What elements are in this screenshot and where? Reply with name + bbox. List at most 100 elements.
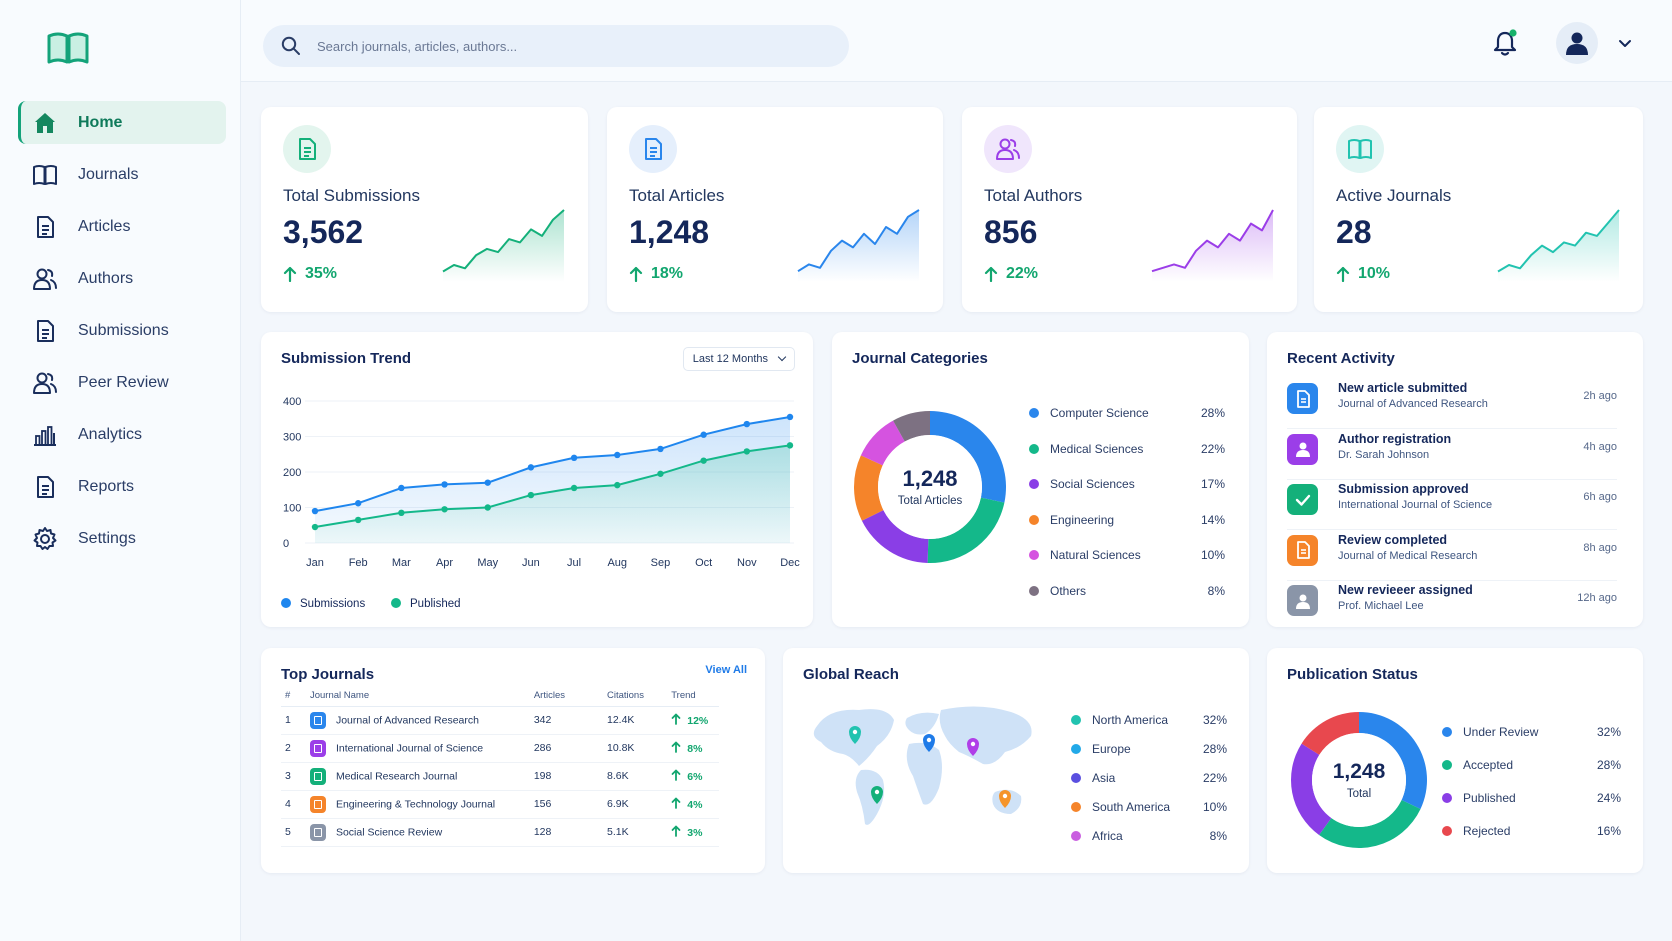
legend-item-computer-science: Computer Science	[1029, 406, 1149, 420]
sidebar-item-journals[interactable]: Journals	[18, 153, 226, 196]
legend-label: Computer Science	[1050, 406, 1149, 420]
submission-trend-chart: 0 100 200 300 400 Jan Feb Mar Apr May Jun Jul Aug Sep…	[281, 396, 800, 610]
legend-item-asia: Asia	[1071, 771, 1115, 785]
citations-count: 6.9K	[606, 790, 672, 819]
data-point-submissions[interactable]	[354, 500, 362, 507]
sidebar-item-reports[interactable]: Reports	[18, 465, 226, 508]
users-icon	[32, 266, 58, 292]
table-row[interactable]: 4 Engineering & Technology Journal 156 6…	[281, 790, 719, 819]
journal-categories-title: Journal Categories	[852, 350, 988, 367]
legend-dot	[1071, 802, 1081, 812]
data-point-published[interactable]	[570, 484, 578, 492]
stat-change-value: 10%	[1358, 265, 1391, 282]
data-point-published[interactable]	[614, 481, 621, 489]
data-point-submissions[interactable]	[527, 464, 535, 471]
data-point-submissions[interactable]	[570, 454, 578, 461]
view-all-link[interactable]: View All	[705, 664, 747, 676]
data-point-submissions[interactable]	[700, 431, 707, 438]
data-point-submissions[interactable]	[657, 445, 664, 453]
legend-percent: 10%	[1200, 548, 1225, 562]
book-icon	[1348, 139, 1372, 159]
search-input[interactable]	[317, 38, 797, 54]
user-avatar[interactable]	[1556, 22, 1598, 64]
legend-item-rejected: Rejected	[1442, 824, 1510, 838]
activity-item[interactable]: Submission approved International Journa…	[1287, 480, 1617, 530]
category-slice-natural-sciences[interactable]	[860, 420, 905, 466]
activity-item[interactable]: Author registration Dr. Sarah Johnson 4h…	[1287, 430, 1617, 480]
map-pin-europe[interactable]	[923, 734, 935, 752]
category-slice-others[interactable]	[893, 411, 930, 442]
status-slice-accepted[interactable]	[1319, 800, 1421, 848]
sidebar-item-analytics[interactable]: Analytics	[18, 413, 226, 456]
table-row[interactable]: 5 Social Science Review 128 5.1K 3%	[281, 818, 719, 847]
journal-name[interactable]: Social Science Review	[335, 825, 443, 838]
data-point-published[interactable]	[527, 491, 535, 499]
legend-label-published: Published	[410, 598, 461, 610]
sidebar-item-settings[interactable]: Settings	[18, 517, 226, 560]
journal-name[interactable]: Medical Research Journal	[335, 769, 458, 782]
journal-name[interactable]: Engineering & Technology Journal	[335, 797, 496, 810]
articles-count: 198	[533, 762, 607, 791]
table-row[interactable]: 3 Medical Research Journal 198 8.6K 6%	[281, 762, 719, 791]
data-point-published[interactable]	[354, 516, 362, 524]
table-row[interactable]: 2 International Journal of Science 286 1…	[281, 734, 719, 763]
data-point-submissions[interactable]	[743, 420, 751, 428]
data-point-submissions[interactable]	[398, 484, 405, 492]
sidebar-item-authors[interactable]: Authors	[18, 257, 226, 300]
book-logo-icon[interactable]	[46, 30, 90, 66]
map-pin-south-america[interactable]	[871, 786, 883, 804]
range-dropdown[interactable]: Last 12 Months	[682, 347, 795, 371]
legend-item-accepted: Accepted	[1442, 758, 1513, 772]
y-tick-label: 300	[283, 432, 301, 444]
search-bar[interactable]	[263, 25, 849, 67]
legend-percent: 32%	[1596, 725, 1621, 739]
category-slice-computer-science[interactable]	[930, 411, 1006, 503]
arrow-up-icon	[671, 713, 681, 725]
status-slice-under-review[interactable]	[1359, 712, 1427, 809]
status-slice-rejected[interactable]	[1301, 712, 1359, 755]
data-point-published[interactable]	[786, 442, 794, 449]
status-slice-published[interactable]	[1291, 743, 1332, 836]
data-point-published[interactable]	[441, 506, 448, 513]
legend-label: Social Sciences	[1050, 477, 1135, 491]
data-point-submissions[interactable]	[484, 479, 491, 486]
map-pin-north-america[interactable]	[849, 726, 861, 744]
legend-label: Asia	[1092, 771, 1116, 785]
data-point-submissions[interactable]	[614, 451, 621, 459]
journal-name[interactable]: Journal of Advanced Research	[335, 713, 479, 726]
data-point-submissions[interactable]	[786, 413, 794, 421]
sidebar-item-articles[interactable]: Articles	[18, 205, 226, 248]
data-point-published[interactable]	[398, 509, 405, 517]
home-icon	[32, 110, 58, 136]
data-point-submissions[interactable]	[311, 507, 319, 515]
category-slice-medical-sciences[interactable]	[927, 497, 1005, 563]
sidebar-item-peer-review[interactable]: Peer Review	[18, 361, 226, 404]
journal-name[interactable]: International Journal of Science	[335, 741, 484, 754]
activity-item[interactable]: Review completed Journal of Medical Rese…	[1287, 531, 1617, 581]
legend-label: Published	[1463, 791, 1516, 805]
row-index: 3	[281, 762, 310, 791]
table-row[interactable]: 1 Journal of Advanced Research 342 12.4K…	[281, 706, 719, 735]
activity-subtitle: Journal of Advanced Research	[1338, 398, 1488, 410]
category-slice-engineering[interactable]	[854, 455, 884, 521]
data-point-published[interactable]	[484, 504, 491, 511]
bell-icon[interactable]	[1491, 28, 1519, 58]
sidebar-item-home[interactable]: Home	[18, 101, 226, 144]
activity-subtitle: Dr. Sarah Johnson	[1338, 448, 1430, 461]
search-icon	[281, 36, 300, 55]
category-slice-social-sciences[interactable]	[861, 510, 929, 563]
data-point-published[interactable]	[743, 448, 751, 455]
data-point-published[interactable]	[700, 457, 707, 464]
journal-icon	[309, 711, 326, 729]
map-pin-asia[interactable]	[967, 738, 979, 756]
map-pin-africa[interactable]	[999, 790, 1011, 808]
activity-item[interactable]: New revieeer assigned Prof. Michael Lee …	[1287, 581, 1617, 631]
data-point-published[interactable]	[311, 523, 319, 531]
publication-status-card: Publication Status 1,248 Total Under Rev…	[1267, 648, 1643, 873]
data-point-submissions[interactable]	[441, 481, 448, 488]
chevron-down-icon[interactable]	[1617, 36, 1633, 52]
data-point-published[interactable]	[657, 470, 664, 477]
arrow-up-icon	[1336, 266, 1350, 282]
sidebar-item-submissions[interactable]: Submissions	[18, 309, 226, 352]
activity-item[interactable]: New article submitted Journal of Advance…	[1287, 379, 1617, 429]
